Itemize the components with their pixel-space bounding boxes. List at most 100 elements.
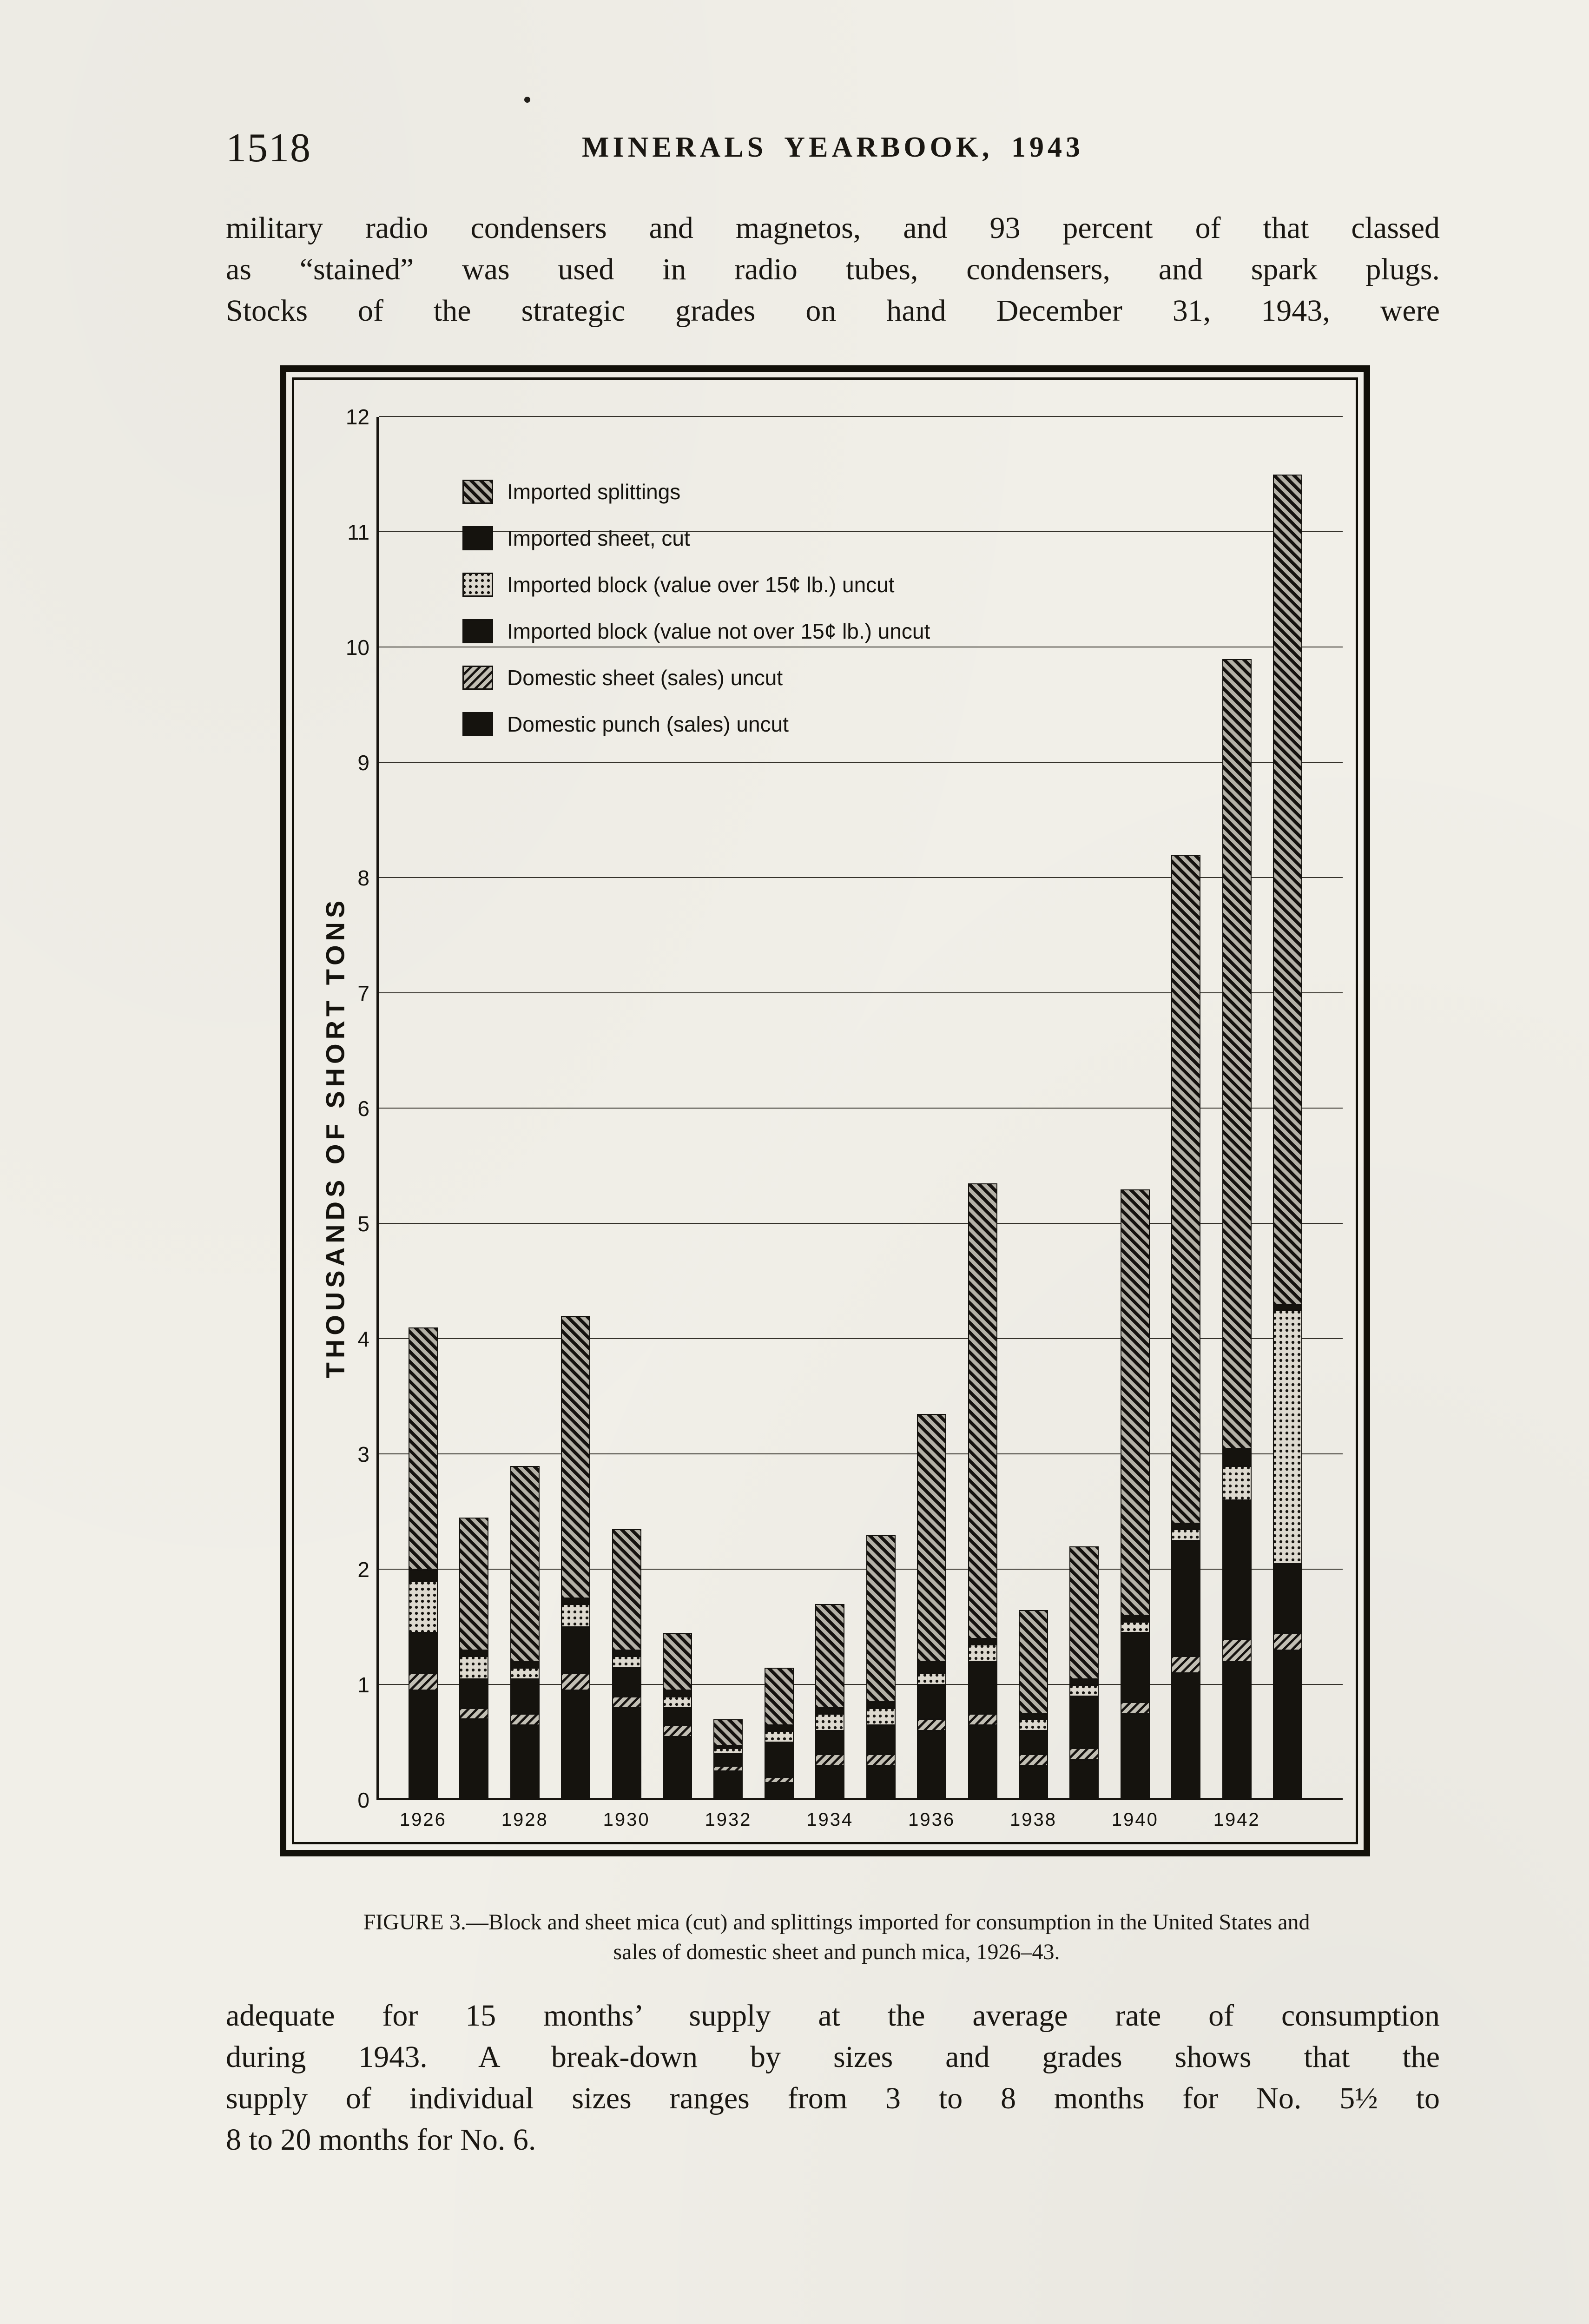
gridline-12 <box>379 416 1343 417</box>
imported-block-over-15c-segment-1936 <box>917 1673 947 1685</box>
legend-label-imported-block-over-15c: Imported block (value over 15¢ lb.) uncu… <box>507 573 895 597</box>
imported-block-over-15c-segment-1929 <box>561 1604 591 1628</box>
gridline-4 <box>379 1338 1343 1339</box>
legend-label-imported-sheet-cut: Imported sheet, cut <box>507 526 690 550</box>
imported-block-not-over-15c-segment-1928 <box>510 1679 540 1714</box>
imported-splittings-segment-1929 <box>561 1316 591 1599</box>
imported-sheet-cut-segment-1940 <box>1120 1616 1150 1622</box>
gridline-5 <box>379 1223 1343 1224</box>
imported-splittings-segment-1932 <box>713 1719 743 1746</box>
imported-block-over-15c-segment-1938 <box>1018 1719 1048 1731</box>
domestic-punch-segment-1938 <box>1018 1765 1048 1800</box>
imported-sheet-cut-segment-1927 <box>459 1650 489 1657</box>
bar-1940 <box>1120 417 1150 1800</box>
x-tick-label-1938: 1938 <box>1009 1809 1057 1830</box>
imported-splittings-segment-1943 <box>1273 475 1303 1305</box>
imported-splittings-segment-1936 <box>917 1414 947 1662</box>
gridline-6 <box>379 1108 1343 1109</box>
bar-1926 <box>408 417 438 1800</box>
figure-box: THOUSANDS OF SHORT TONS Imported splitti… <box>280 365 1370 1856</box>
x-tick-label-1930: 1930 <box>603 1809 650 1830</box>
imported-splittings-segment-1930 <box>612 1529 641 1651</box>
gridline-11 <box>379 531 1343 532</box>
imported-sheet-cut-segment-1932 <box>713 1746 743 1749</box>
plot-area: Imported splittings Imported sheet, cut Im… <box>346 406 1343 1830</box>
imported-block-not-over-15c-segment-1927 <box>459 1679 489 1708</box>
bar-1937 <box>968 417 997 1800</box>
imported-block-over-15c-swatch <box>462 573 493 597</box>
gridline-2 <box>379 1569 1343 1570</box>
figure-caption-line-2: sales of domestic sheet and punch mica, … <box>613 1940 1060 1964</box>
domestic-sheet-segment-1933 <box>764 1777 794 1783</box>
figure-caption-line-1: FIGURE 3.—Block and sheet mica (cut) and… <box>363 1910 1310 1934</box>
imported-sheet-cut-segment-1929 <box>561 1598 591 1604</box>
legend-label-domestic-sheet: Domestic sheet (sales) uncut <box>507 666 783 690</box>
legend-item-domestic-sheet: Domestic sheet (sales) uncut <box>462 665 930 690</box>
intro-paragraph: military radio condensers and magnetos, … <box>226 207 1440 331</box>
domestic-sheet-segment-1935 <box>866 1754 896 1766</box>
gridline-0 <box>379 1798 1343 1800</box>
imported-splittings-segment-1942 <box>1222 659 1252 1449</box>
y-tick-label-12: 12 <box>345 405 369 429</box>
domestic-sheet-segment-1927 <box>459 1708 489 1720</box>
imported-sheet-cut-segment-1931 <box>663 1690 692 1697</box>
imported-block-over-15c-segment-1927 <box>459 1656 489 1679</box>
gridline-3 <box>379 1453 1343 1454</box>
chart-legend: Imported splittings Imported sheet, cut Im… <box>462 479 930 737</box>
imported-block-not-over-15c-segment-1939 <box>1069 1696 1099 1749</box>
imported-splittings-swatch <box>462 480 493 504</box>
legend-label-domestic-punch: Domestic punch (sales) uncut <box>507 712 789 736</box>
bar-1927 <box>459 417 489 1800</box>
domestic-punch-segment-1940 <box>1120 1714 1150 1800</box>
legend-item-imported-splittings: Imported splittings <box>462 479 930 504</box>
domestic-sheet-segment-1926 <box>408 1673 438 1691</box>
imported-sheet-cut-segment-1937 <box>968 1638 997 1645</box>
domestic-sheet-segment-1934 <box>815 1754 845 1766</box>
y-tick-label-0: 0 <box>357 1788 369 1812</box>
imported-sheet-cut-segment-1930 <box>612 1650 641 1657</box>
imported-block-over-15c-segment-1943 <box>1273 1310 1303 1564</box>
bar-1933 <box>764 417 794 1800</box>
domestic-punch-segment-1937 <box>968 1725 997 1800</box>
y-tick-label-2: 2 <box>357 1558 369 1582</box>
imported-sheet-cut-segment-1939 <box>1069 1679 1099 1685</box>
imported-block-not-over-15c-segment-1929 <box>561 1627 591 1674</box>
imported-sheet-cut-segment-1943 <box>1273 1304 1303 1311</box>
imported-splittings-segment-1926 <box>408 1327 438 1570</box>
gridline-7 <box>379 992 1343 993</box>
closing-line-2: during 1943. A break-down by sizes and g… <box>226 2040 1440 2074</box>
imported-block-over-15c-segment-1935 <box>866 1708 896 1725</box>
domestic-punch-segment-1935 <box>866 1765 896 1800</box>
domestic-punch-segment-1930 <box>612 1708 641 1800</box>
imported-splittings-segment-1938 <box>1018 1610 1048 1714</box>
domestic-punch-segment-1941 <box>1171 1673 1201 1800</box>
domestic-sheet-segment-1940 <box>1120 1702 1150 1714</box>
imported-block-not-over-15c-segment-1942 <box>1222 1500 1252 1639</box>
imported-block-not-over-15c-segment-1941 <box>1171 1541 1201 1657</box>
bar-1939 <box>1069 417 1099 1800</box>
y-tick-label-1: 1 <box>357 1673 369 1697</box>
closing-line-4: 8 to 20 months for No. 6. <box>226 2123 536 2157</box>
x-tick-label-1926: 1926 <box>399 1809 447 1830</box>
imported-block-not-over-15c-segment-1943 <box>1273 1564 1303 1633</box>
y-tick-label-8: 8 <box>357 866 369 891</box>
imported-sheet-cut-segment-1933 <box>764 1725 794 1731</box>
imported-block-over-15c-segment-1942 <box>1222 1466 1252 1501</box>
imported-sheet-cut-segment-1926 <box>408 1570 438 1581</box>
legend-item-imported-sheet-cut: Imported sheet, cut <box>462 526 930 551</box>
domestic-punch-swatch <box>462 712 493 736</box>
x-tick-label-1942: 1942 <box>1213 1809 1260 1830</box>
imported-splittings-segment-1931 <box>663 1633 692 1691</box>
imported-block-not-over-15c-segment-1937 <box>968 1662 997 1714</box>
y-tick-label-5: 5 <box>357 1212 369 1236</box>
domestic-punch-segment-1939 <box>1069 1760 1099 1800</box>
bar-1934 <box>815 417 845 1800</box>
domestic-punch-segment-1936 <box>917 1731 947 1800</box>
imported-block-not-over-15c-segment-1932 <box>713 1754 743 1766</box>
domestic-punch-segment-1934 <box>815 1765 845 1800</box>
imported-splittings-segment-1939 <box>1069 1546 1099 1679</box>
gridline-9 <box>379 762 1343 763</box>
imported-sheet-cut-segment-1935 <box>866 1702 896 1708</box>
imported-block-over-15c-segment-1940 <box>1120 1621 1150 1633</box>
imported-block-over-15c-segment-1939 <box>1069 1685 1099 1697</box>
